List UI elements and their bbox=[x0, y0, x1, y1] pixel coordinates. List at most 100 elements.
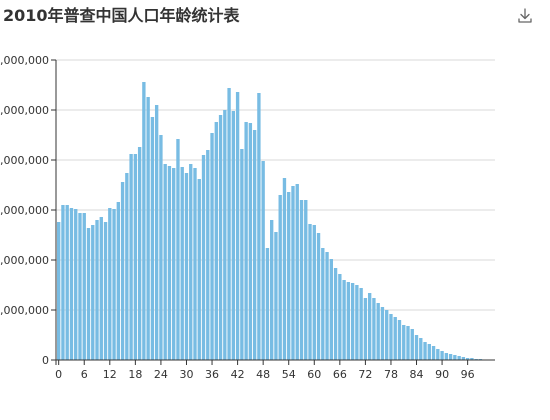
bar-age-69[interactable] bbox=[350, 283, 355, 360]
bar-age-22[interactable] bbox=[150, 117, 155, 360]
bar-age-93[interactable] bbox=[453, 355, 457, 360]
bar-age-12[interactable] bbox=[108, 208, 112, 360]
bar-age-46[interactable] bbox=[252, 130, 257, 360]
bar-age-92[interactable] bbox=[448, 354, 453, 360]
bar-age-63[interactable] bbox=[325, 252, 329, 360]
bar-age-8[interactable] bbox=[91, 225, 95, 360]
bar-age-97[interactable] bbox=[470, 358, 474, 360]
bar-age-85[interactable] bbox=[419, 338, 423, 360]
bar-age-54[interactable] bbox=[287, 192, 291, 360]
bar-age-59[interactable] bbox=[308, 224, 312, 360]
bar-age-72[interactable] bbox=[363, 298, 368, 360]
bar-age-3[interactable] bbox=[69, 208, 74, 360]
bar-age-21[interactable] bbox=[146, 97, 150, 360]
bar-age-11[interactable] bbox=[103, 222, 108, 360]
bar-age-19[interactable] bbox=[137, 147, 142, 360]
bar-age-1[interactable] bbox=[61, 205, 65, 360]
bar-age-37[interactable] bbox=[214, 122, 218, 360]
bar-age-43[interactable] bbox=[240, 149, 244, 360]
bar-age-5[interactable] bbox=[78, 213, 82, 360]
bar-age-80[interactable] bbox=[397, 320, 402, 360]
bar-age-47[interactable] bbox=[257, 93, 261, 360]
bar-age-4[interactable] bbox=[74, 209, 78, 360]
bar-age-32[interactable] bbox=[193, 168, 197, 360]
bar-age-56[interactable] bbox=[295, 184, 299, 360]
bar-age-90[interactable] bbox=[440, 351, 444, 360]
bar-age-71[interactable] bbox=[359, 288, 363, 360]
bar-age-82[interactable] bbox=[406, 326, 410, 360]
bar-age-48[interactable] bbox=[261, 161, 265, 360]
bar-age-10[interactable] bbox=[99, 217, 103, 360]
bar-age-6[interactable] bbox=[82, 213, 86, 360]
bar-age-44[interactable] bbox=[244, 122, 248, 360]
bar-age-17[interactable] bbox=[129, 154, 133, 360]
bar-age-16[interactable] bbox=[125, 173, 129, 360]
bar-age-52[interactable] bbox=[278, 195, 282, 360]
bar-age-55[interactable] bbox=[291, 186, 295, 360]
bar-age-94[interactable] bbox=[457, 356, 461, 360]
bar-age-50[interactable] bbox=[270, 220, 274, 360]
bar-age-35[interactable] bbox=[206, 150, 210, 360]
bar-age-29[interactable] bbox=[180, 167, 184, 360]
bar-age-83[interactable] bbox=[410, 329, 414, 360]
bar-age-14[interactable] bbox=[116, 202, 120, 360]
bar-age-7[interactable] bbox=[86, 228, 91, 360]
bar-age-88[interactable] bbox=[431, 346, 436, 360]
bar-age-87[interactable] bbox=[427, 344, 431, 360]
bar-age-45[interactable] bbox=[248, 123, 253, 360]
bar-age-49[interactable] bbox=[265, 248, 270, 360]
bar-age-36[interactable] bbox=[210, 133, 214, 360]
bar-age-64[interactable] bbox=[329, 259, 333, 360]
bar-age-25[interactable] bbox=[163, 164, 167, 360]
bar-age-9[interactable] bbox=[95, 220, 99, 360]
bar-age-42[interactable] bbox=[235, 92, 240, 360]
bar-age-13[interactable] bbox=[112, 209, 116, 360]
bar-age-70[interactable] bbox=[355, 285, 359, 360]
bar-age-30[interactable] bbox=[184, 173, 189, 360]
bar-age-40[interactable] bbox=[227, 88, 231, 360]
bar-age-60[interactable] bbox=[312, 225, 316, 360]
bar-age-28[interactable] bbox=[176, 139, 180, 360]
bar-age-66[interactable] bbox=[338, 274, 342, 360]
bar-age-67[interactable] bbox=[342, 280, 346, 360]
bar-age-33[interactable] bbox=[197, 179, 201, 360]
bar-age-53[interactable] bbox=[282, 178, 287, 360]
bar-age-57[interactable] bbox=[299, 200, 304, 360]
bar-age-2[interactable] bbox=[65, 205, 69, 360]
bar-age-20[interactable] bbox=[142, 82, 146, 360]
bar-age-61[interactable] bbox=[316, 233, 321, 360]
bar-age-96[interactable] bbox=[465, 358, 470, 360]
bar-age-74[interactable] bbox=[372, 298, 376, 360]
bar-age-0[interactable] bbox=[57, 222, 61, 360]
bar-age-34[interactable] bbox=[201, 155, 206, 360]
bar-age-58[interactable] bbox=[304, 200, 308, 360]
bar-age-89[interactable] bbox=[436, 349, 440, 360]
bar-age-51[interactable] bbox=[274, 232, 278, 360]
bar-age-79[interactable] bbox=[393, 317, 397, 360]
bar-age-18[interactable] bbox=[133, 154, 138, 360]
bar-age-78[interactable] bbox=[389, 314, 393, 360]
bar-age-91[interactable] bbox=[444, 353, 449, 360]
bar-age-27[interactable] bbox=[172, 168, 176, 360]
bar-age-68[interactable] bbox=[346, 282, 351, 360]
bar-age-62[interactable] bbox=[321, 248, 325, 360]
bar-age-81[interactable] bbox=[402, 325, 406, 360]
bar-age-38[interactable] bbox=[218, 115, 223, 360]
bar-age-95[interactable] bbox=[461, 357, 466, 360]
bar-age-23[interactable] bbox=[154, 105, 159, 360]
bar-age-75[interactable] bbox=[376, 303, 380, 360]
bar-age-31[interactable] bbox=[189, 164, 193, 360]
bar-age-39[interactable] bbox=[223, 110, 227, 360]
bar-age-24[interactable] bbox=[159, 135, 163, 360]
bar-age-84[interactable] bbox=[414, 335, 419, 360]
bar-age-26[interactable] bbox=[167, 166, 172, 360]
bar-age-77[interactable] bbox=[385, 310, 389, 360]
bar-age-73[interactable] bbox=[367, 293, 372, 360]
bar-age-65[interactable] bbox=[333, 268, 338, 360]
bar-age-15[interactable] bbox=[120, 182, 125, 360]
bar-age-86[interactable] bbox=[423, 342, 427, 360]
bar-age-41[interactable] bbox=[231, 111, 236, 360]
bar-age-76[interactable] bbox=[380, 307, 385, 360]
x-tick-label: 30 bbox=[179, 368, 193, 381]
download-button[interactable] bbox=[515, 6, 535, 26]
